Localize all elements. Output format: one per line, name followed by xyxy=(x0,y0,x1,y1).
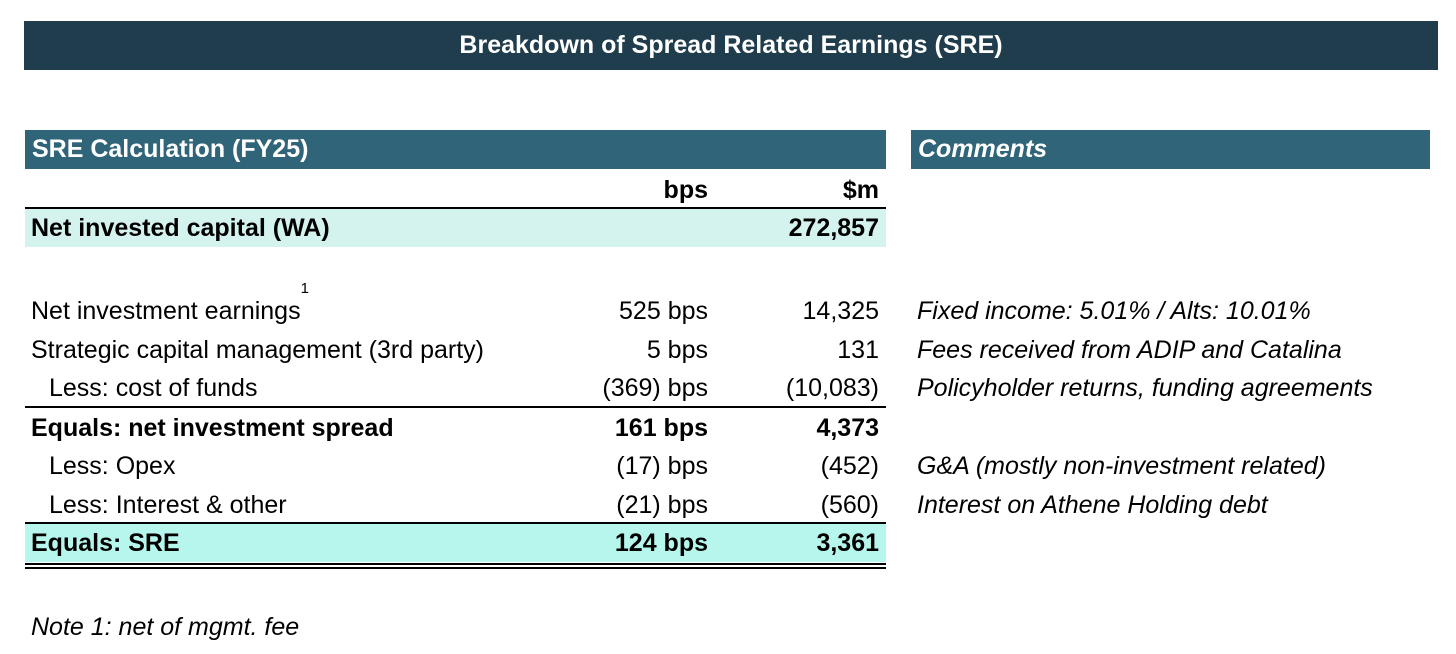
comments-header: Comments xyxy=(911,130,1430,169)
comment-text: Fixed income: 5.01% / Alts: 10.01% xyxy=(917,297,1311,325)
table-row: Net invested capital (WA) 272,857 xyxy=(25,209,886,247)
table-row: Net investment earnings1 525 bps 14,325 xyxy=(25,280,886,330)
row-label: Strategic capital management (3rd party) xyxy=(31,336,484,364)
row-bps: 161 bps xyxy=(614,414,708,442)
table-row: Strategic capital management (3rd party)… xyxy=(25,331,886,369)
comment-text: Fees received from ADIP and Catalina xyxy=(917,336,1342,364)
row-bps: (369) bps xyxy=(602,374,708,402)
row-bps: 124 bps xyxy=(614,529,708,557)
col-header-usd: $m xyxy=(842,176,879,204)
row-label: Less: Interest & other xyxy=(49,491,287,519)
row-label: Less: cost of funds xyxy=(49,374,258,402)
divider xyxy=(25,522,886,524)
footnote-marker: 1 xyxy=(300,280,309,297)
comment-text: Policyholder returns, funding agreements xyxy=(917,374,1373,402)
row-usd: 3,361 xyxy=(816,529,879,557)
table-row: Equals: SRE 124 bps 3,361 xyxy=(25,524,886,562)
comment-text: G&A (mostly non-investment related) xyxy=(917,452,1326,480)
divider xyxy=(25,207,886,209)
row-usd: (560) xyxy=(820,491,879,519)
table-row: Less: Interest & other (21) bps (560) xyxy=(25,486,886,524)
row-label: Net invested capital (WA) xyxy=(31,214,330,242)
divider xyxy=(25,406,886,408)
col-header-bps: bps xyxy=(663,176,708,204)
page-title: Breakdown of Spread Related Earnings (SR… xyxy=(24,21,1438,70)
row-label: Less: Opex xyxy=(49,452,176,480)
table-row: Equals: net investment spread 161 bps 4,… xyxy=(25,409,886,447)
comment-text: Interest on Athene Holding debt xyxy=(917,491,1268,519)
row-bps: 5 bps xyxy=(646,336,708,364)
row-usd: 131 xyxy=(837,336,879,364)
row-label: Equals: SRE xyxy=(31,529,180,557)
table-header: SRE Calculation (FY25) xyxy=(25,130,886,169)
row-usd: (452) xyxy=(820,452,879,480)
row-bps: (17) bps xyxy=(616,452,708,480)
row-bps: (21) bps xyxy=(616,491,708,519)
row-label: Net investment earnings1 xyxy=(31,280,309,325)
table-row: Less: cost of funds (369) bps (10,083) xyxy=(25,369,886,407)
double-underline-bottom xyxy=(25,567,886,569)
table-row: Less: Opex (17) bps (452) xyxy=(25,447,886,485)
row-usd: 4,373 xyxy=(816,414,879,442)
column-headers: bps $m xyxy=(25,171,886,209)
double-underline-top xyxy=(25,563,886,565)
row-usd: (10,083) xyxy=(785,374,879,402)
row-usd: 272,857 xyxy=(788,214,879,242)
row-label: Equals: net investment spread xyxy=(31,414,394,442)
footnote: Note 1: net of mgmt. fee xyxy=(31,613,300,641)
row-bps: 525 bps xyxy=(619,297,708,325)
row-usd: 14,325 xyxy=(802,297,879,325)
